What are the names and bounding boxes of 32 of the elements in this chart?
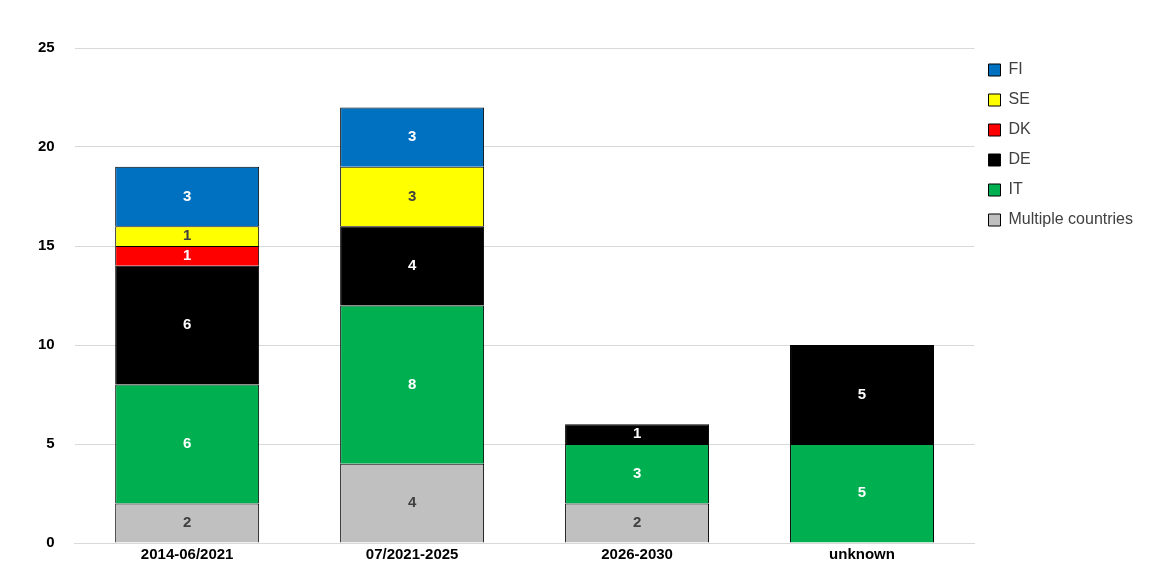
- data-label: 2: [182, 513, 192, 531]
- data-label: 4: [407, 493, 417, 511]
- y-tick-label: 0: [46, 533, 55, 551]
- data-label: 5: [857, 384, 867, 402]
- data-label: 1: [632, 424, 642, 442]
- x-tick-label: unknown: [829, 545, 895, 563]
- y-tick-label: 10: [38, 335, 55, 353]
- y-tick-label: 5: [46, 434, 55, 452]
- y-tick-label: 25: [38, 38, 55, 56]
- data-label: 6: [182, 434, 192, 452]
- data-label: 3: [407, 127, 417, 145]
- legend-label: DK: [1008, 120, 1032, 138]
- legend-label: DE: [1008, 150, 1031, 168]
- legend-label: SE: [1008, 90, 1030, 108]
- data-label: 1: [182, 226, 192, 244]
- data-label: 3: [407, 186, 417, 204]
- x-tick-label: 07/2021-2025: [365, 545, 459, 563]
- data-label: 3: [182, 186, 192, 204]
- data-label: 3: [632, 463, 642, 481]
- y-tick-label: 15: [38, 236, 55, 254]
- data-label: 8: [407, 374, 417, 392]
- x-tick-label: 2014-06/2021: [140, 545, 234, 563]
- data-label: 5: [857, 483, 867, 501]
- legend-label: Multiple countries: [1008, 210, 1133, 228]
- data-label: 6: [182, 315, 192, 333]
- x-tick-label: 2026-2030: [601, 545, 673, 563]
- data-label: 1: [182, 246, 192, 264]
- y-tick-label: 20: [38, 137, 55, 155]
- legend-label: FI: [1008, 60, 1023, 78]
- data-label: 4: [407, 255, 417, 273]
- data-label: 2: [632, 513, 642, 531]
- legend-label: IT: [1008, 180, 1023, 198]
